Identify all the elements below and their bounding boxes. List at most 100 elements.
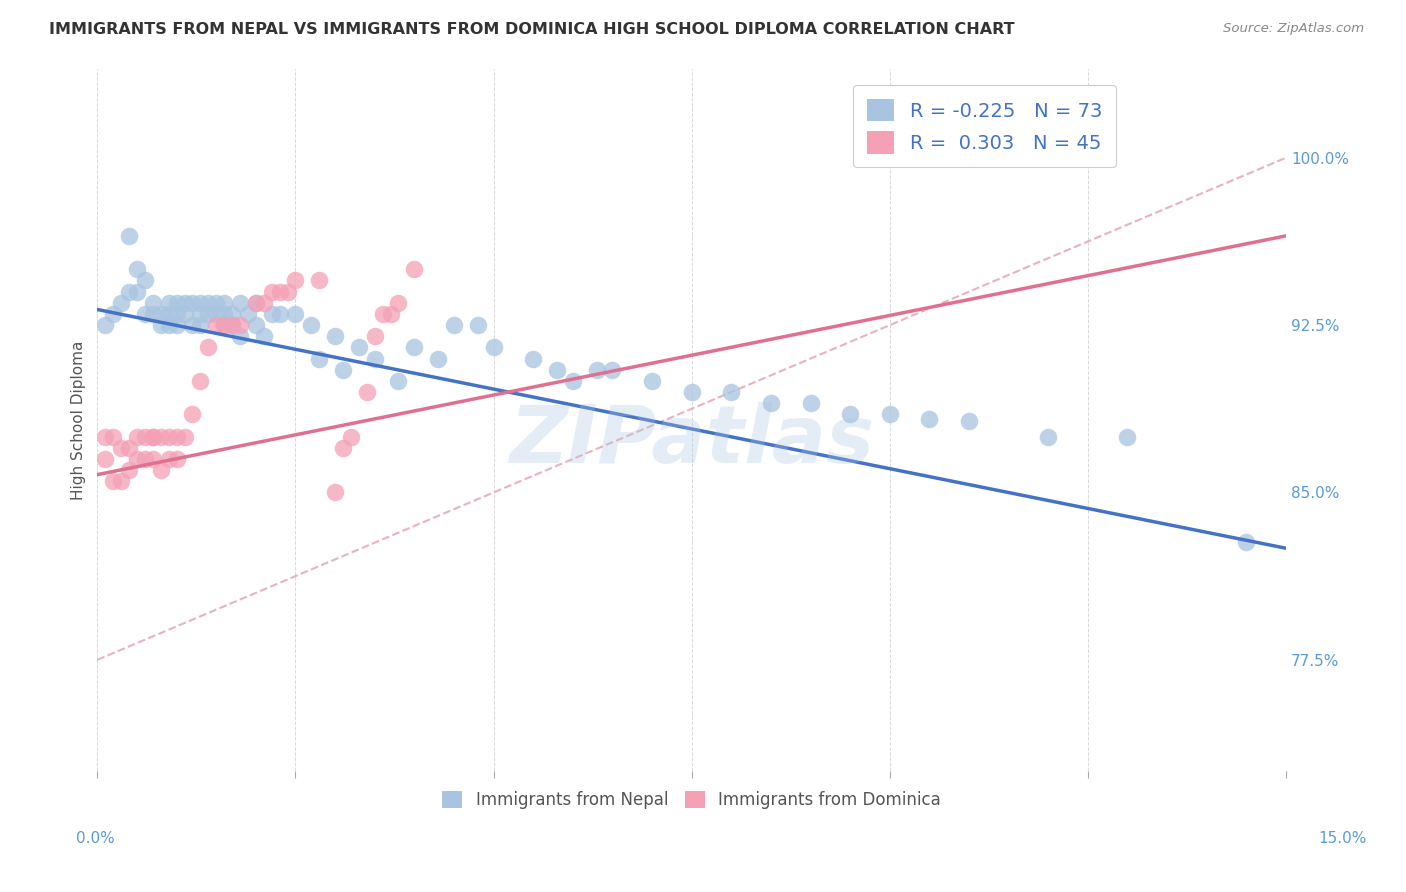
Point bbox=[404, 262, 426, 277]
Point bbox=[110, 475, 132, 489]
Point bbox=[212, 318, 235, 332]
Point bbox=[356, 385, 378, 400]
Point bbox=[323, 329, 346, 343]
Point bbox=[380, 307, 402, 321]
Point bbox=[134, 452, 156, 467]
Point bbox=[173, 295, 195, 310]
Point bbox=[157, 318, 180, 332]
Point bbox=[181, 318, 204, 332]
Point bbox=[173, 307, 195, 321]
Point bbox=[142, 430, 165, 444]
Point bbox=[245, 318, 267, 332]
Text: 0.0%: 0.0% bbox=[76, 831, 115, 847]
Point bbox=[197, 307, 219, 321]
Point bbox=[284, 273, 307, 287]
Point bbox=[125, 430, 148, 444]
Point bbox=[957, 414, 980, 428]
Point bbox=[332, 441, 354, 455]
Point bbox=[253, 329, 276, 343]
Point bbox=[142, 452, 165, 467]
Point bbox=[221, 307, 243, 321]
Point bbox=[245, 295, 267, 310]
Point bbox=[103, 475, 125, 489]
Point bbox=[308, 273, 330, 287]
Point bbox=[918, 412, 941, 426]
Legend: Immigrants from Nepal, Immigrants from Dominica: Immigrants from Nepal, Immigrants from D… bbox=[436, 784, 948, 816]
Point bbox=[260, 307, 283, 321]
Point bbox=[229, 318, 252, 332]
Point bbox=[181, 408, 204, 422]
Point bbox=[1234, 534, 1257, 549]
Point bbox=[229, 295, 252, 310]
Point bbox=[443, 318, 465, 332]
Point bbox=[94, 452, 117, 467]
Point bbox=[118, 285, 141, 299]
Point bbox=[879, 408, 901, 422]
Point bbox=[157, 307, 180, 321]
Point bbox=[134, 273, 156, 287]
Point bbox=[166, 452, 188, 467]
Point bbox=[157, 430, 180, 444]
Y-axis label: High School Diploma: High School Diploma bbox=[72, 340, 86, 500]
Point bbox=[340, 430, 363, 444]
Point bbox=[157, 295, 180, 310]
Point bbox=[125, 285, 148, 299]
Point bbox=[197, 295, 219, 310]
Point bbox=[166, 430, 188, 444]
Point bbox=[190, 307, 212, 321]
Point bbox=[142, 307, 165, 321]
Point bbox=[799, 396, 821, 410]
Point bbox=[166, 295, 188, 310]
Point bbox=[363, 329, 385, 343]
Point bbox=[205, 295, 228, 310]
Point bbox=[387, 374, 409, 388]
Point bbox=[269, 307, 291, 321]
Point bbox=[308, 351, 330, 366]
Point bbox=[561, 374, 583, 388]
Point bbox=[118, 441, 141, 455]
Point bbox=[323, 485, 346, 500]
Point bbox=[387, 295, 409, 310]
Text: 15.0%: 15.0% bbox=[1319, 831, 1367, 847]
Point bbox=[197, 340, 219, 354]
Point bbox=[221, 318, 243, 332]
Point bbox=[142, 295, 165, 310]
Point bbox=[142, 430, 165, 444]
Point bbox=[284, 307, 307, 321]
Point bbox=[641, 374, 664, 388]
Point bbox=[245, 295, 267, 310]
Point bbox=[1116, 430, 1139, 444]
Point bbox=[839, 408, 862, 422]
Point bbox=[221, 318, 243, 332]
Point bbox=[299, 318, 322, 332]
Text: IMMIGRANTS FROM NEPAL VS IMMIGRANTS FROM DOMINICA HIGH SCHOOL DIPLOMA CORRELATIO: IMMIGRANTS FROM NEPAL VS IMMIGRANTS FROM… bbox=[49, 22, 1015, 37]
Text: Source: ZipAtlas.com: Source: ZipAtlas.com bbox=[1223, 22, 1364, 36]
Point bbox=[467, 318, 489, 332]
Point bbox=[236, 307, 259, 321]
Point bbox=[149, 463, 172, 477]
Point bbox=[253, 295, 276, 310]
Point bbox=[482, 340, 505, 354]
Point bbox=[602, 363, 624, 377]
Point bbox=[149, 307, 172, 321]
Point bbox=[229, 329, 252, 343]
Point bbox=[118, 228, 141, 243]
Point bbox=[212, 318, 235, 332]
Point bbox=[546, 363, 568, 377]
Point bbox=[103, 430, 125, 444]
Point bbox=[681, 385, 703, 400]
Point bbox=[181, 295, 204, 310]
Point bbox=[190, 318, 212, 332]
Point bbox=[212, 295, 235, 310]
Point bbox=[125, 452, 148, 467]
Point bbox=[363, 351, 385, 366]
Point bbox=[110, 441, 132, 455]
Point bbox=[125, 262, 148, 277]
Point bbox=[134, 430, 156, 444]
Point bbox=[149, 318, 172, 332]
Point bbox=[94, 318, 117, 332]
Point bbox=[212, 307, 235, 321]
Point bbox=[110, 295, 132, 310]
Point bbox=[134, 307, 156, 321]
Point bbox=[166, 318, 188, 332]
